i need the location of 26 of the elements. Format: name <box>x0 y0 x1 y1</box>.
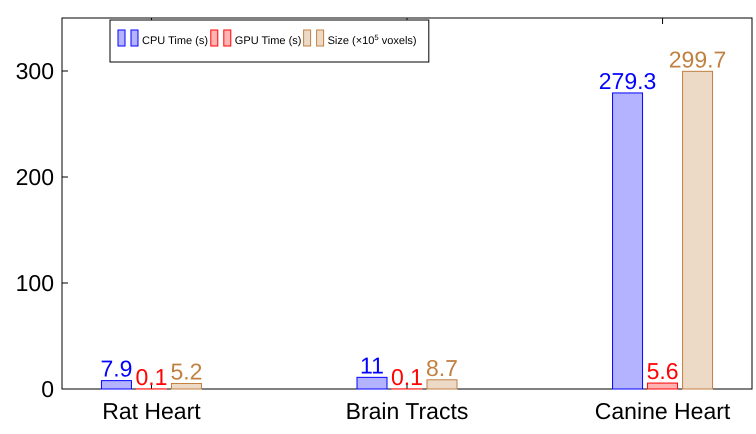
bar <box>100 380 132 390</box>
data-label: 299.7 <box>668 46 726 72</box>
bar <box>426 379 458 390</box>
legend-label: GPU Time (s) <box>234 35 302 47</box>
y-tick-label: 300 <box>16 58 54 84</box>
y-tick-label: 0 <box>41 376 54 402</box>
bar <box>356 376 388 390</box>
legend-label: CPU Time (s) <box>142 35 208 47</box>
y-tick-label: 200 <box>16 164 54 190</box>
legend-label: Size (×10$^{5}$ voxels) <box>328 32 417 47</box>
data-label: 0.1 <box>391 364 423 390</box>
x-tick-label: Canine Heart <box>594 398 731 424</box>
data-label: 11 <box>360 352 384 378</box>
y-tick-label: 100 <box>16 270 54 296</box>
bar <box>612 92 644 390</box>
x-tick-label: Brain Tracts <box>346 398 468 424</box>
data-label: 5.6 <box>646 358 679 384</box>
data-label: 5.2 <box>170 358 202 384</box>
bar <box>647 382 678 390</box>
data-label: 0.1 <box>135 364 168 390</box>
bar <box>170 382 202 390</box>
bar <box>682 70 714 390</box>
data-label: 7.9 <box>100 356 132 382</box>
x-tick-label: Rat Heart <box>102 398 202 424</box>
data-label: 279.3 <box>598 68 656 94</box>
data-label: 8.7 <box>426 354 458 381</box>
